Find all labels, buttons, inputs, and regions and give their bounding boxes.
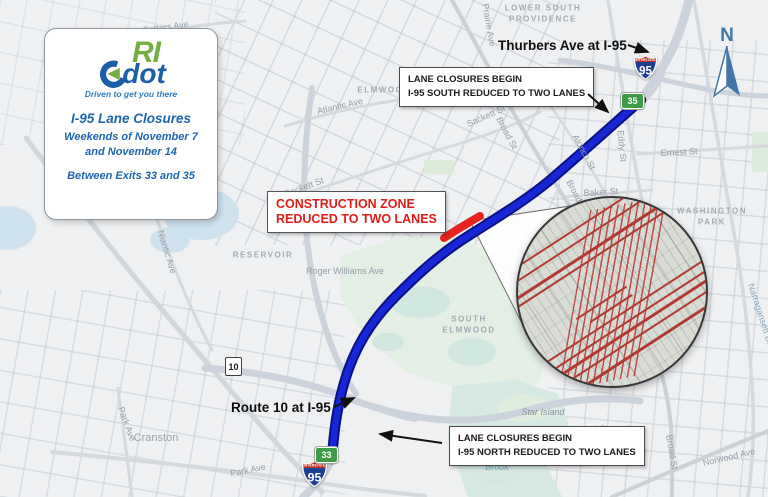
- construction-segment: [440, 212, 484, 242]
- map-label: Brook: [485, 462, 509, 472]
- route-10-badge: 10: [225, 357, 242, 376]
- card-exits: Between Exits 33 and 35: [67, 169, 195, 182]
- route10-label: Route 10 at I-95: [231, 400, 331, 415]
- logo-dot-text: dot: [122, 58, 166, 89]
- map-label: PARK: [697, 217, 727, 227]
- exit-33-badge: 33: [315, 447, 338, 463]
- callout-line: REDUCED TO TWO LANES: [276, 212, 437, 226]
- map-label: WASHINGTON: [677, 206, 747, 216]
- map-label: Roger Williams Ave: [306, 266, 384, 276]
- callout-line: LANE CLOSURES BEGIN: [408, 74, 523, 85]
- info-card: RI dot Driven to get you there I-95 Lane…: [44, 28, 218, 220]
- exit-35-badge: 35: [621, 93, 644, 109]
- i95-number: 95: [308, 471, 322, 485]
- construction-zone-inset: [516, 196, 708, 388]
- south-closure-callout: LANE CLOSURES BEGIN I-95 SOUTH REDUCED T…: [399, 67, 595, 107]
- ridot-swoosh-icon: [100, 60, 127, 88]
- map-label: SOUTH: [451, 314, 487, 324]
- callout-line: LANE CLOSURES BEGIN: [458, 433, 573, 444]
- i95-shield-south: INTERSTATE 95: [301, 460, 328, 488]
- compass: N: [705, 26, 749, 103]
- interstate-caption: INTERSTATE: [304, 464, 326, 468]
- callout-line: CONSTRUCTION ZONE: [276, 197, 415, 211]
- card-dates-line1: Weekends of November 7: [64, 131, 198, 143]
- card-title: I-95 Lane Closures: [70, 111, 192, 126]
- i95-shield-north: INTERSTATE 95: [633, 55, 658, 80]
- map-label: RESERVOIR: [232, 250, 294, 260]
- compass-needle-icon: [712, 45, 740, 98]
- logo-tagline: Driven to get you there: [84, 89, 178, 99]
- callout-line: I-95 NORTH REDUCED TO TWO LANES: [458, 446, 636, 458]
- logo-ri-text: RI: [132, 36, 161, 69]
- map-label: PROVIDENCE: [509, 14, 577, 24]
- map-label: ELMWOOD: [442, 325, 496, 335]
- i95-number: 95: [639, 66, 652, 78]
- map-label: LOWER SOUTH: [504, 3, 582, 13]
- i95-line: [326, 94, 647, 465]
- card-dates-line2: and November 14: [85, 145, 177, 158]
- map-label: ELMWOOD: [357, 85, 411, 95]
- map-label: Cranston: [133, 432, 179, 444]
- thurbers-ave-label: Thurbers Ave at I-95: [498, 38, 627, 53]
- map-label: Ernest St: [660, 146, 698, 158]
- callout-line: I-95 SOUTH REDUCED TO TWO LANES: [408, 87, 586, 99]
- ridot-logo: RI dot Driven to get you there: [45, 36, 217, 100]
- construction-zone-callout: CONSTRUCTION ZONE REDUCED TO TWO LANES: [267, 191, 446, 233]
- north-closure-callout: LANE CLOSURES BEGIN I-95 NORTH REDUCED T…: [449, 426, 645, 466]
- interstate-caption: INTERSTATE: [636, 58, 657, 62]
- compass-north-letter: N: [720, 25, 734, 46]
- map-label: Star Island: [521, 407, 565, 417]
